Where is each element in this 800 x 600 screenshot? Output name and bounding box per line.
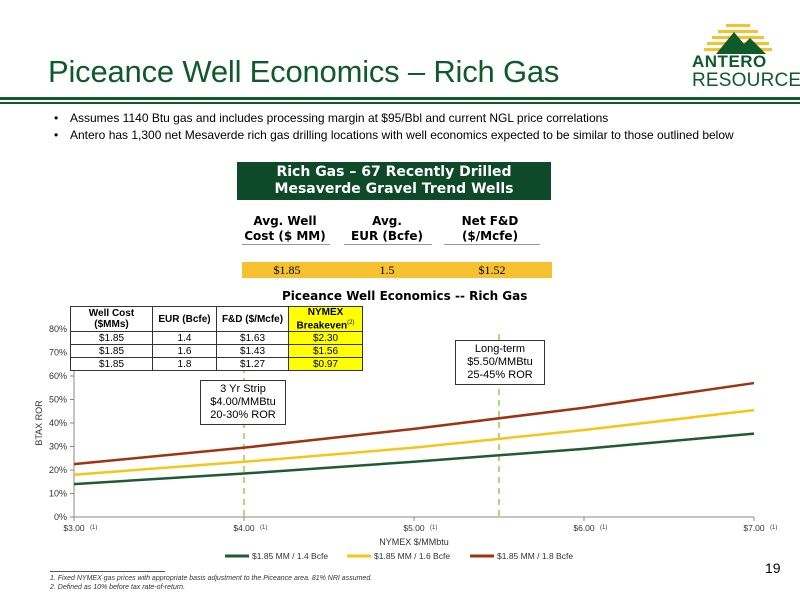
summary-col-label: Cost ($ MM) (244, 229, 326, 243)
y-tick-label: 10% (49, 489, 67, 499)
summary-header-line1: Rich Gas – 67 Recently Drilled (276, 164, 512, 180)
footnotes: 1. Fixed NYMEX gas prices with appropria… (50, 574, 372, 592)
table-cell: $1.56 (288, 344, 363, 359)
y-tick-label: 40% (49, 418, 67, 428)
bullet-item: Assumes 1140 Btu gas and includes proces… (52, 111, 752, 126)
y-tick-label: 0% (54, 512, 67, 522)
y-tick-label: 80% (49, 324, 67, 334)
table-header-label: NYMEX Breakeven (296, 307, 348, 332)
summary-value-cost: $1.85 (273, 263, 301, 277)
y-tick-label: 20% (49, 465, 67, 475)
x-tick-label: $6.00 (573, 523, 595, 533)
summary-value-fd: $1.52 (478, 263, 506, 277)
x-tick-label: $5.00 (403, 523, 425, 533)
logo-text-antero: ANTERO (692, 52, 767, 71)
x-tick-footnote-ref: (1) (260, 525, 267, 531)
y-tick-label: 60% (49, 371, 67, 381)
x-tick-footnote-ref: (1) (770, 525, 777, 531)
legend-label: $1.85 MM / 1.8 Bcfe (497, 551, 573, 561)
table-cell: $1.85 (70, 357, 153, 372)
summary-value-row (242, 262, 552, 278)
summary-col-label: Avg. Well (253, 214, 317, 228)
legend-label: $1.85 MM / 1.6 Bcfe (374, 551, 450, 561)
footnote-rule (50, 571, 165, 572)
divider (242, 244, 330, 245)
table-cell: $1.63 (216, 331, 289, 346)
callout-text: 25-45% ROR (467, 369, 533, 381)
table-row: $1.85 1.4 $1.63 $2.30 (70, 331, 363, 346)
x-tick-footnote-ref: (1) (430, 525, 437, 531)
divider (444, 244, 540, 245)
x-tick-footnote-ref: (1) (90, 525, 97, 531)
y-tick-label: 30% (49, 442, 67, 452)
table-cell: 1.4 (152, 331, 217, 346)
callout-strip: 3 Yr Strip $4.00/MMBtu 20-30% ROR (200, 380, 286, 425)
table-row: $1.85 1.8 $1.27 $0.97 (70, 357, 363, 372)
table-cell: $1.27 (216, 357, 289, 372)
x-tick-label: $7.00 (743, 523, 765, 533)
table-header-breakeven: NYMEX Breakeven(2) (288, 305, 363, 333)
divider (344, 244, 432, 245)
summary-col-label: EUR (Bcfe) (351, 229, 423, 243)
header-rule-top (0, 97, 800, 100)
y-tick-label: 50% (49, 395, 67, 405)
table-cell: 1.6 (152, 344, 217, 359)
table-header: F&D ($/Mcfe) (216, 305, 289, 333)
callout-text: Long-term (474, 343, 526, 355)
callout-text: 3 Yr Strip (220, 383, 266, 395)
footnote-ref: (2) (347, 320, 355, 326)
table-cell: 1.8 (152, 357, 217, 372)
callout-longterm: Long-term $5.50/MMBtu 25-45% ROR (455, 340, 545, 385)
table-cell: $2.30 (288, 331, 363, 346)
table-cell: $1.85 (70, 331, 153, 346)
x-tick-label: $4.00 (233, 523, 255, 533)
summary-col-label: Net F&D (461, 214, 519, 228)
x-tick-label: $3.00 (63, 523, 85, 533)
callout-text: 20-30% ROR (210, 409, 276, 421)
legend-label: $1.85 MM / 1.4 Bcfe (252, 551, 328, 561)
series-line (73, 432, 755, 486)
page-number: 19 (765, 560, 781, 576)
y-tick-label: 70% (49, 348, 67, 358)
summary-header: Rich Gas – 67 Recently Drilled Mesaverde… (237, 162, 551, 200)
page-title: Piceance Well Economics – Rich Gas (48, 54, 560, 89)
table-header: EUR (Bcfe) (152, 305, 217, 333)
summary-header-line2: Mesaverde Gravel Trend Wells (274, 181, 514, 197)
footnote: 2. Defined as 10% before tax rate-of-ret… (50, 584, 186, 591)
summary-col-label: Avg. (372, 214, 402, 228)
bullet-list: Assumes 1140 Btu gas and includes proces… (52, 111, 752, 144)
table-cell: $1.43 (216, 344, 289, 359)
summary-col-cost: Avg. Well Cost ($ MM) (240, 214, 330, 244)
antero-logo-icon (704, 24, 772, 54)
series-line (73, 381, 755, 466)
table-header: Well Cost ($MMs) (70, 305, 153, 333)
table-row: $1.85 1.6 $1.43 $1.56 (70, 344, 363, 359)
summary-col-fd: Net F&D ($/Mcfe) (440, 214, 540, 244)
summary-col-eur: Avg. EUR (Bcfe) (342, 214, 432, 244)
series-line (73, 408, 755, 476)
header-rule-bottom (0, 102, 800, 104)
footnote: 1. Fixed NYMEX gas prices with appropria… (50, 575, 373, 582)
y-axis-label: BTAX ROR (34, 400, 44, 446)
x-axis-label: NYMEX $/MMbtu (379, 537, 449, 547)
logo-text-resources: RESOURCES (692, 70, 800, 91)
table-cell: $0.97 (288, 357, 363, 372)
callout-text: $5.50/MMBtu (467, 356, 533, 368)
callout-text: $4.00/MMBtu (210, 396, 276, 408)
table-cell: $1.85 (70, 344, 153, 359)
summary-col-label: ($/Mcfe) (461, 229, 519, 243)
bullet-item: Antero has 1,300 net Mesaverde rich gas … (52, 128, 752, 143)
economics-table: Well Cost ($MMs) EUR (Bcfe) F&D ($/Mcfe)… (70, 305, 363, 372)
chart-title: Piceance Well Economics -- Rich Gas (282, 289, 528, 303)
x-tick-footnote-ref: (1) (600, 525, 607, 531)
summary-value-eur: 1.5 (379, 263, 395, 277)
